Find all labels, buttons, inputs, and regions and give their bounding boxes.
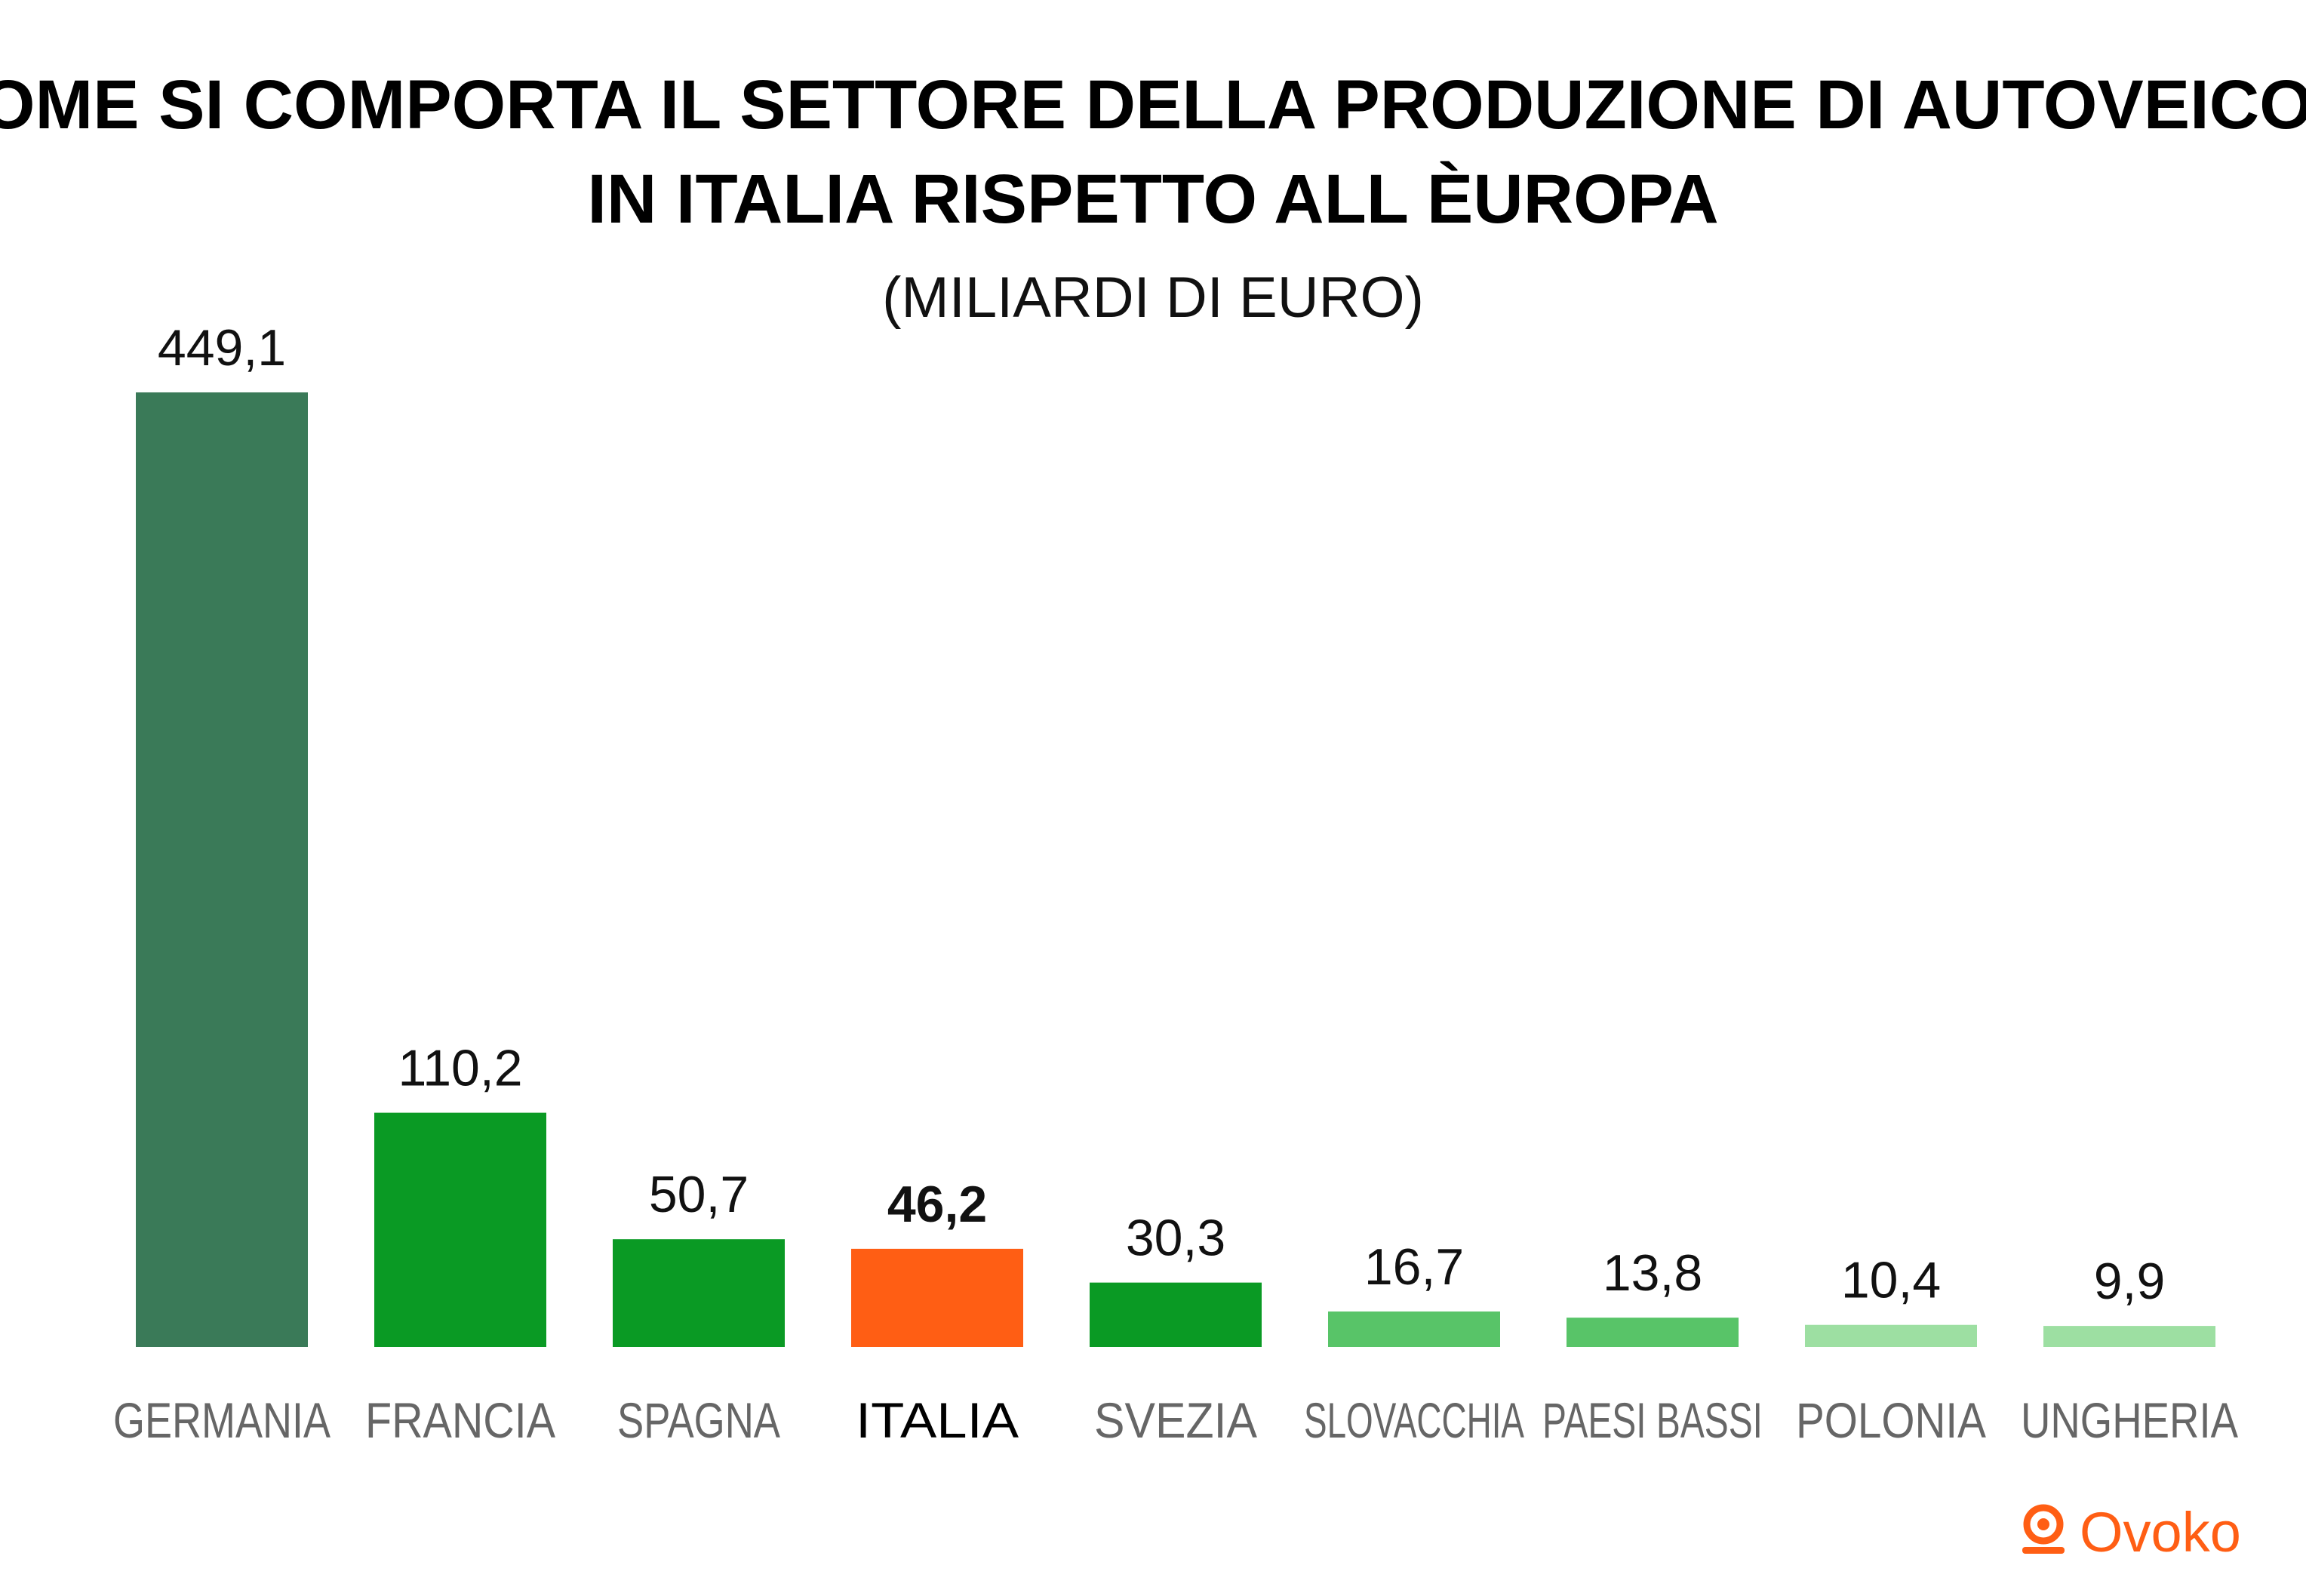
chart-title: COME SI COMPORTA IL SETTORE DELLA PRODUZ…: [0, 66, 2306, 238]
bars-group: 449,1 GERMANIA 110,2 FRANCIA 50,7 SPAGNA 46,2 I…: [113, 319, 2238, 1448]
chart-title-line-1: COME SI COMPORTA IL SETTORE DELLA PRODUZ…: [0, 66, 2306, 143]
value-label: 13,8: [1603, 1244, 1702, 1302]
value-label: 449,1: [158, 319, 286, 377]
value-label: 16,7: [1364, 1238, 1464, 1296]
bar-svezia: [1090, 1282, 1262, 1347]
value-label: 110,2: [398, 1040, 522, 1097]
bar-polonia: [1805, 1324, 1977, 1347]
category-label: SVEZIA: [1094, 1392, 1257, 1448]
bar-paesi-bassi: [1567, 1318, 1739, 1347]
category-label: FRANCIA: [365, 1392, 555, 1448]
value-label: 9,9: [2094, 1253, 2166, 1310]
bar-francia: [374, 1112, 546, 1347]
chart-title-line-2: IN ITALIA RISPETTO ALL ÈUROPA: [587, 160, 1718, 238]
brand-logo: Ovoko: [2022, 1501, 2241, 1564]
bar-ungheria: [2043, 1326, 2215, 1347]
value-label: 46,2: [887, 1176, 987, 1233]
ovoko-logo-icon: [2022, 1504, 2065, 1554]
brand-name: Ovoko: [2080, 1501, 2241, 1564]
value-label: 30,3: [1126, 1210, 1225, 1267]
bar-germania: [136, 392, 308, 1347]
bar-spagna: [613, 1239, 785, 1347]
value-label: 10,4: [1841, 1252, 1941, 1309]
chart-subtitle: (MILIARDI DI EURO): [882, 266, 1424, 330]
category-label: SPAGNA: [617, 1392, 780, 1448]
category-label: SLOVACCHIA: [1304, 1392, 1524, 1448]
category-label: PAESI BASSI: [1542, 1392, 1763, 1448]
category-label: UNGHERIA: [2021, 1392, 2238, 1448]
category-label: GERMANIA: [113, 1392, 331, 1448]
bar-slovacchia: [1328, 1311, 1500, 1347]
category-label: ITALIA: [856, 1392, 1019, 1448]
value-label: 50,7: [649, 1166, 749, 1223]
bar-italia: [851, 1248, 1023, 1347]
category-label: POLONIA: [1796, 1392, 1986, 1448]
